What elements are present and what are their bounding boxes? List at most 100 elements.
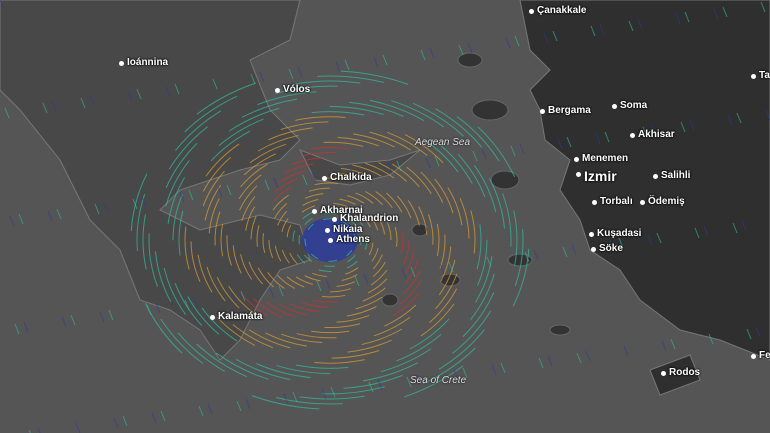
wind-streak — [275, 397, 343, 405]
city-label[interactable]: Fethiye — [759, 350, 770, 361]
city-marker[interactable] — [589, 232, 594, 237]
wind-streak — [760, 1, 766, 13]
wind-streak — [346, 195, 365, 204]
city-marker[interactable] — [210, 315, 215, 320]
wind-streak — [409, 318, 450, 350]
city-marker[interactable] — [312, 209, 317, 214]
wind-streak — [406, 376, 412, 388]
city-marker[interactable] — [751, 74, 756, 79]
city-label[interactable]: Nikaia — [333, 224, 363, 235]
city-label[interactable]: Khalandrion — [340, 213, 399, 224]
city-label[interactable]: Çanakkale — [537, 5, 587, 16]
wind-streak — [207, 403, 213, 415]
wind-streak — [429, 288, 458, 323]
city-marker[interactable] — [574, 157, 579, 162]
wind-streak — [331, 350, 380, 359]
city-marker[interactable] — [630, 133, 635, 138]
city-marker[interactable] — [529, 9, 534, 14]
city-label[interactable]: Menemen — [582, 153, 629, 164]
wind-streak — [372, 261, 386, 278]
wind-streak — [108, 309, 114, 321]
wind-streak — [198, 405, 204, 417]
city-marker[interactable] — [592, 200, 597, 205]
city-label[interactable]: Vólos — [283, 84, 311, 95]
wind-streak — [373, 316, 411, 337]
city-marker[interactable] — [612, 104, 617, 109]
city-label[interactable]: Bergama — [548, 105, 591, 116]
wind-streak — [502, 193, 512, 247]
city-marker[interactable] — [640, 200, 645, 205]
city-label[interactable]: Torbalı — [600, 196, 633, 207]
wind-streak — [178, 210, 184, 256]
city-label[interactable]: Izmir — [584, 168, 617, 184]
city-marker[interactable] — [275, 88, 280, 93]
wind-streak — [168, 126, 208, 170]
wind-streak — [316, 280, 322, 292]
city-marker[interactable] — [328, 238, 333, 243]
wind-streak — [599, 23, 605, 35]
wind-streak — [694, 227, 700, 239]
wind-streak — [310, 146, 349, 150]
wind-streak — [286, 224, 292, 238]
wind-streak — [330, 386, 336, 398]
wind-streak — [428, 214, 434, 245]
wind-streak — [346, 306, 377, 317]
city-label[interactable]: Athens — [336, 234, 370, 245]
city-label[interactable]: Kalamáta — [218, 311, 263, 322]
wind-streak — [371, 269, 388, 286]
city-label[interactable]: Ta — [759, 70, 770, 81]
city-marker[interactable] — [332, 217, 337, 222]
wind-streak — [391, 100, 445, 128]
wind-streak — [4, 107, 10, 119]
city-marker[interactable] — [322, 176, 327, 181]
city-marker[interactable] — [119, 61, 124, 66]
wind-streak — [708, 333, 714, 345]
city-marker[interactable] — [661, 371, 666, 376]
wind-streak — [304, 275, 321, 282]
city-label[interactable]: Salihli — [661, 170, 691, 181]
wind-streak — [576, 352, 582, 364]
city-label[interactable]: Chalkida — [330, 172, 372, 183]
wind-streak — [557, 138, 563, 150]
wind-streak — [637, 18, 643, 30]
wind-streak — [519, 143, 525, 155]
wind-streak — [204, 184, 222, 221]
wind-streak — [295, 116, 346, 121]
wind-streak — [299, 151, 336, 157]
city-marker[interactable] — [751, 354, 756, 359]
city-marker[interactable] — [591, 247, 596, 252]
wind-streak — [368, 242, 374, 256]
wind-streak — [513, 210, 518, 266]
city-marker[interactable] — [325, 228, 330, 233]
city-label[interactable]: Kuşadasi — [597, 228, 642, 239]
wind-streak — [349, 101, 404, 117]
city-marker[interactable] — [653, 174, 658, 179]
wind-streak — [378, 218, 386, 235]
wind-streak — [370, 216, 379, 231]
wind-streak — [155, 251, 172, 302]
city-marker[interactable] — [576, 172, 581, 177]
wind-streak — [404, 365, 464, 398]
city-label[interactable]: Akharnai — [320, 205, 363, 216]
wind-streak — [590, 25, 596, 37]
city-label[interactable]: Soma — [620, 100, 648, 111]
wind-streak — [392, 292, 420, 317]
city-label[interactable]: Ioánnina — [127, 57, 169, 68]
wind-streak — [75, 422, 81, 433]
wind-streak — [235, 359, 291, 381]
city-label[interactable]: Söke — [599, 243, 623, 254]
city-label[interactable]: Rodos — [669, 367, 701, 378]
city-marker[interactable] — [540, 109, 545, 114]
city-label[interactable]: Akhisar — [638, 129, 675, 140]
wind-streak — [274, 245, 282, 262]
city-label[interactable]: Ödemiş — [648, 196, 685, 207]
wind-streak — [396, 333, 442, 362]
wind-streak — [488, 178, 505, 229]
wind-streak — [447, 187, 463, 226]
wind-streak — [396, 160, 402, 172]
wind-streak — [188, 189, 194, 201]
wind-streak — [184, 226, 190, 270]
wind-streak — [210, 130, 251, 162]
